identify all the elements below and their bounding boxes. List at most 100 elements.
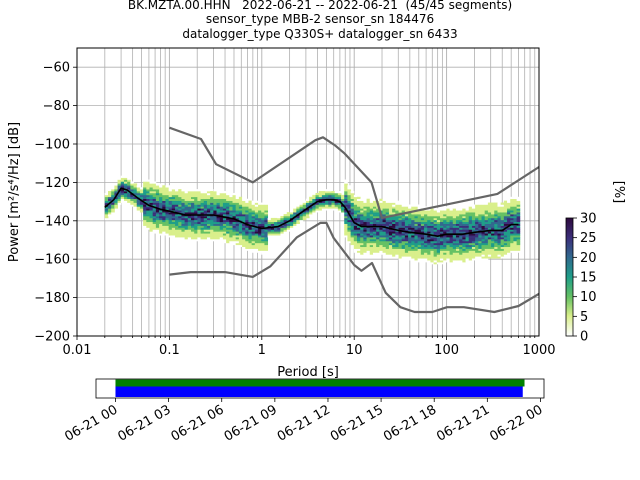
heatmap-cell bbox=[487, 252, 492, 255]
heatmap-cell bbox=[452, 244, 457, 248]
heatmap-cell bbox=[516, 233, 521, 236]
heatmap-cell bbox=[168, 185, 173, 188]
heatmap-cell bbox=[120, 196, 125, 200]
heatmap-cell bbox=[433, 248, 438, 251]
heatmap-cell bbox=[191, 217, 195, 221]
heatmap-cell bbox=[216, 221, 221, 224]
heatmap-cell bbox=[267, 225, 272, 228]
heatmap-cell bbox=[283, 229, 288, 232]
heatmap-cell bbox=[229, 240, 233, 244]
heatmap-cell bbox=[146, 210, 150, 213]
heatmap-cell bbox=[206, 225, 211, 228]
heatmap-cell bbox=[312, 206, 316, 209]
heatmap-cell bbox=[366, 208, 371, 211]
heatmap-cell bbox=[165, 187, 170, 190]
heatmap-cell bbox=[254, 242, 259, 246]
heatmap-cell bbox=[497, 244, 502, 248]
heatmap-cell bbox=[270, 227, 275, 230]
heatmap-cell bbox=[500, 223, 505, 226]
heatmap-cell bbox=[114, 204, 118, 207]
heatmap-cell bbox=[404, 256, 409, 259]
heatmap-cell bbox=[385, 221, 390, 224]
heatmap-cell bbox=[382, 214, 387, 217]
heatmap-cell bbox=[293, 208, 297, 211]
heatmap-cell bbox=[382, 250, 387, 253]
heatmap-cell bbox=[226, 223, 230, 226]
heatmap-cell bbox=[187, 233, 192, 236]
heatmap-cell bbox=[350, 204, 355, 207]
heatmap-cell bbox=[436, 246, 441, 249]
heatmap-cell bbox=[264, 223, 269, 226]
heatmap-cell bbox=[168, 194, 173, 198]
heatmap-cell bbox=[417, 242, 422, 246]
heatmap-cell bbox=[376, 242, 380, 246]
heatmap-cell bbox=[478, 258, 482, 261]
heatmap-cell bbox=[376, 239, 380, 242]
heatmap-cell bbox=[388, 229, 393, 232]
heatmap-cell bbox=[452, 239, 457, 242]
heatmap-cell bbox=[363, 210, 367, 213]
heatmap-cell bbox=[191, 204, 195, 207]
heatmap-cell bbox=[258, 235, 262, 238]
heatmap-cell bbox=[433, 229, 438, 232]
heatmap-cell bbox=[369, 246, 374, 249]
heatmap-cell bbox=[226, 202, 230, 205]
heatmap-cell bbox=[242, 231, 246, 234]
heatmap-cell bbox=[210, 217, 214, 221]
heatmap-cell bbox=[507, 210, 511, 213]
heatmap-cell bbox=[197, 206, 201, 209]
heatmap-cell bbox=[382, 202, 387, 205]
heatmap-cell bbox=[350, 242, 355, 246]
heatmap-cell bbox=[229, 208, 233, 211]
heatmap-cell bbox=[357, 227, 361, 230]
heatmap-cell bbox=[452, 216, 457, 219]
heatmap-cell bbox=[414, 217, 419, 221]
heatmap-cell bbox=[171, 227, 176, 230]
heatmap-cell bbox=[449, 235, 454, 238]
heatmap-cell bbox=[152, 227, 157, 230]
heatmap-cell bbox=[516, 229, 521, 232]
heatmap-cell bbox=[459, 219, 463, 223]
heatmap-cell bbox=[401, 239, 406, 242]
heatmap-cell bbox=[344, 200, 348, 203]
heatmap-cell bbox=[392, 223, 396, 226]
heatmap-cell bbox=[219, 200, 224, 203]
heatmap-cell bbox=[382, 223, 387, 226]
heatmap-cell bbox=[353, 208, 358, 211]
heatmap-cell bbox=[459, 254, 463, 257]
heatmap-cell bbox=[165, 200, 170, 203]
heatmap-cell bbox=[360, 240, 364, 244]
heatmap-cell bbox=[452, 229, 457, 232]
heatmap-cell bbox=[264, 219, 269, 223]
heatmap-cell bbox=[258, 221, 262, 224]
heatmap-cell bbox=[388, 223, 393, 226]
heatmap-cell bbox=[254, 212, 259, 215]
heatmap-cell bbox=[104, 208, 109, 211]
heatmap-cell bbox=[191, 202, 195, 205]
heatmap-cell bbox=[104, 214, 109, 217]
heatmap-cell bbox=[411, 221, 415, 224]
heatmap-cell bbox=[286, 223, 291, 226]
heatmap-cell bbox=[321, 204, 326, 207]
heatmap-cell bbox=[487, 202, 492, 205]
heatmap-cell bbox=[462, 258, 466, 261]
heatmap-cell bbox=[238, 212, 243, 215]
heatmap-cell bbox=[443, 223, 447, 226]
heatmap-cell bbox=[251, 217, 256, 221]
heatmap-cell bbox=[491, 217, 495, 221]
heatmap-cell bbox=[436, 242, 441, 246]
heatmap-cell bbox=[433, 244, 438, 248]
heatmap-cell bbox=[500, 225, 505, 228]
heatmap-cell bbox=[353, 198, 358, 201]
heatmap-cell bbox=[194, 192, 198, 196]
heatmap-cell bbox=[494, 254, 498, 257]
heatmap-cell bbox=[382, 217, 387, 221]
heatmap-cell bbox=[497, 256, 502, 259]
heatmap-cell bbox=[455, 225, 460, 228]
heatmap-cell bbox=[404, 229, 409, 232]
heatmap-cell bbox=[219, 194, 224, 198]
heatmap-cell bbox=[398, 231, 403, 234]
heatmap-cell bbox=[513, 221, 518, 224]
heatmap-cell bbox=[411, 219, 415, 223]
